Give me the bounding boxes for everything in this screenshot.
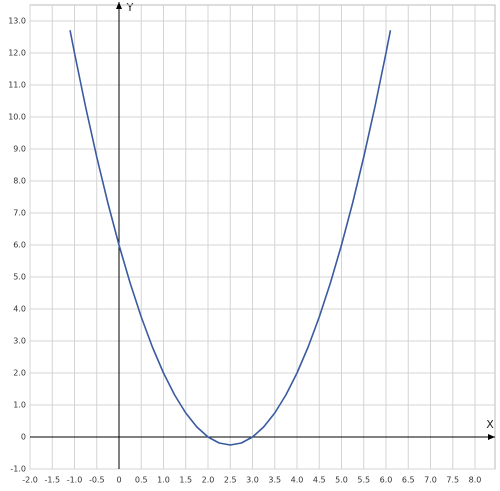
x-tick-label: 7.0 [424, 476, 437, 485]
x-tick-label: 6.0 [380, 476, 393, 485]
y-tick-label: 10.0 [8, 113, 26, 122]
y-tick-label: 13.0 [8, 17, 26, 26]
x-axis-label: X [486, 418, 494, 431]
x-tick-label: 3.5 [268, 476, 281, 485]
x-tick-label: -0.5 [89, 476, 105, 485]
x-tick-label: 1.0 [157, 476, 170, 485]
plot-frame [29, 4, 496, 470]
x-tick-label: -1.0 [67, 476, 83, 485]
curve [69, 30, 392, 446]
x-tick-label: 5.0 [335, 476, 348, 485]
x-tick-label: 2.5 [224, 476, 237, 485]
y-tick-label: 0 [21, 433, 26, 442]
x-tick-label: 4.0 [291, 476, 304, 485]
x-tick-label: 1.5 [179, 476, 192, 485]
x-tick-label: 5.5 [357, 476, 370, 485]
y-axis-label: Y [126, 1, 134, 14]
y-tick-label: 11.0 [8, 81, 26, 90]
x-tick-label: 6.5 [402, 476, 415, 485]
x-tick-label: 8.0 [469, 476, 482, 485]
y-axis-arrow [116, 2, 122, 9]
x-tick-label: 2.0 [202, 476, 215, 485]
x-tick-label: 4.5 [313, 476, 326, 485]
y-tick-label: 5.0 [13, 273, 26, 282]
x-tick-label: -2.0 [22, 476, 38, 485]
y-tick-label: 7.0 [13, 209, 26, 218]
y-tick-label: 4.0 [13, 305, 26, 314]
x-tick-label: 0.5 [135, 476, 148, 485]
y-tick-label: 2.0 [13, 369, 26, 378]
y-tick-label: 6.0 [13, 241, 26, 250]
y-tick-label: 8.0 [13, 177, 26, 186]
x-tick-label: 0 [116, 476, 121, 485]
x-axis-arrow [488, 434, 495, 440]
y-tick-label: 9.0 [13, 145, 26, 154]
y-tick-label: -1.0 [10, 465, 26, 474]
y-tick-label: 1.0 [13, 401, 26, 410]
x-tick-label: 3.0 [246, 476, 259, 485]
x-tick-label: 7.5 [446, 476, 459, 485]
y-tick-label: 12.0 [8, 49, 26, 58]
y-tick-label: 3.0 [13, 337, 26, 346]
x-tick-label: -1.5 [44, 476, 60, 485]
